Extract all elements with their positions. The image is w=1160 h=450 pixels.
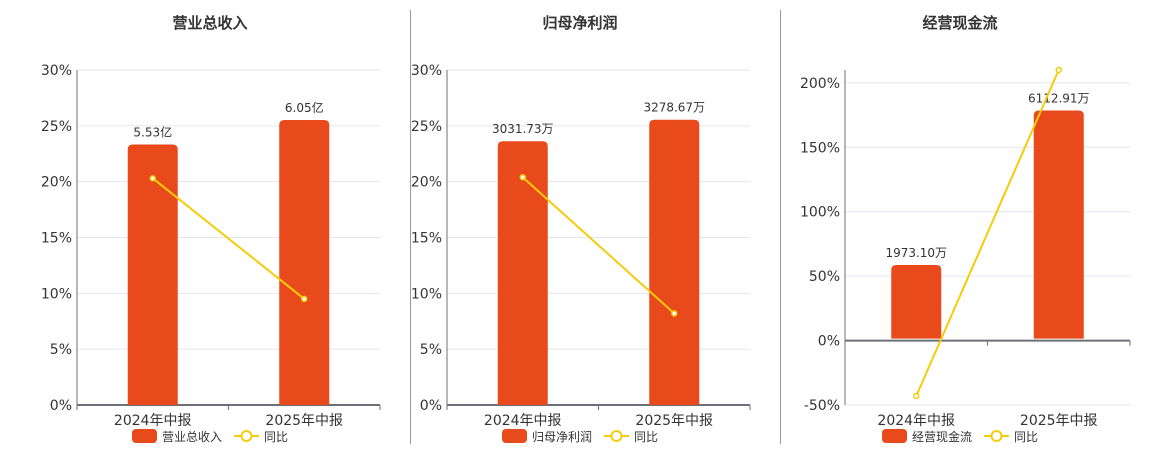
bar xyxy=(279,119,330,406)
bar-value-label: 3278.67万 xyxy=(643,101,705,115)
x-tick-label: 2024年中报 xyxy=(877,413,955,429)
bar xyxy=(649,119,700,405)
legend-bar-swatch xyxy=(132,429,157,443)
y-tick-label: 20% xyxy=(411,175,442,191)
y-tick-label: 25% xyxy=(41,119,72,135)
y-tick-label: 10% xyxy=(411,286,442,302)
y-tick-label: 30% xyxy=(411,63,442,79)
y-tick-label: 15% xyxy=(41,231,72,247)
yoy-line xyxy=(915,69,1060,397)
legend-line-label: 同比 xyxy=(1014,430,1038,444)
legend-bar-label: 归母净利润 xyxy=(532,430,592,444)
bar-value-label: 3031.73万 xyxy=(492,122,554,136)
yoy-line xyxy=(522,176,675,315)
y-tick-label: 0% xyxy=(420,398,442,414)
x-tick-label: 2025年中报 xyxy=(1020,413,1098,429)
legend-line-marker xyxy=(240,430,253,442)
legend-bar-label: 营业总收入 xyxy=(162,430,222,444)
y-tick-label: 20% xyxy=(41,175,72,191)
yoy-point xyxy=(1055,66,1062,74)
yoy-point xyxy=(519,173,526,181)
bar-value-label: 6.05亿 xyxy=(285,100,324,115)
legend-line-label: 同比 xyxy=(634,430,658,444)
yoy-line xyxy=(152,177,305,300)
y-tick-label: 150% xyxy=(800,140,840,156)
y-tick-label: 5% xyxy=(50,342,72,358)
legend-bar-label: 经营现金流 xyxy=(912,429,972,444)
bar xyxy=(891,264,942,339)
legend-bar-swatch xyxy=(502,429,527,443)
yoy-point xyxy=(301,295,308,303)
y-tick-label: 50% xyxy=(809,269,840,285)
y-tick-label: 0% xyxy=(818,334,840,350)
chart-title: 营业总收入 xyxy=(172,14,247,32)
x-tick-label: 2025年中报 xyxy=(635,413,713,429)
yoy-point xyxy=(913,392,920,400)
x-tick-label: 2024年中报 xyxy=(484,413,562,429)
y-tick-label: 30% xyxy=(41,63,72,79)
y-tick-label: 25% xyxy=(411,119,442,135)
legend-line-marker xyxy=(610,430,623,442)
y-tick-label: 100% xyxy=(800,205,840,221)
bar xyxy=(497,141,548,405)
bar xyxy=(127,144,178,405)
yoy-point xyxy=(149,175,156,182)
y-tick-label: 15% xyxy=(411,231,442,247)
y-tick-label: 10% xyxy=(41,286,72,302)
bar xyxy=(1033,110,1084,339)
x-tick-label: 2025年中报 xyxy=(265,413,343,429)
x-tick-label: 2024年中报 xyxy=(114,413,192,429)
y-tick-label: 200% xyxy=(800,76,840,92)
y-tick-label: -50% xyxy=(804,398,840,414)
bar-value-label: 1973.10万 xyxy=(885,246,947,260)
yoy-point xyxy=(671,310,678,317)
panel-divider xyxy=(780,10,781,444)
bar-value-label: 6112.91万 xyxy=(1028,92,1090,106)
y-tick-label: 5% xyxy=(420,342,442,358)
legend-line-marker xyxy=(990,430,1003,442)
y-tick-label: 0% xyxy=(50,398,72,414)
legend-bar-swatch xyxy=(882,429,907,443)
legend-line-label: 同比 xyxy=(264,430,288,444)
chart-title: 归母净利润 xyxy=(542,14,617,32)
panel-divider xyxy=(410,10,411,444)
chart-title: 经营现金流 xyxy=(922,14,997,32)
bar-value-label: 5.53亿 xyxy=(133,124,172,139)
